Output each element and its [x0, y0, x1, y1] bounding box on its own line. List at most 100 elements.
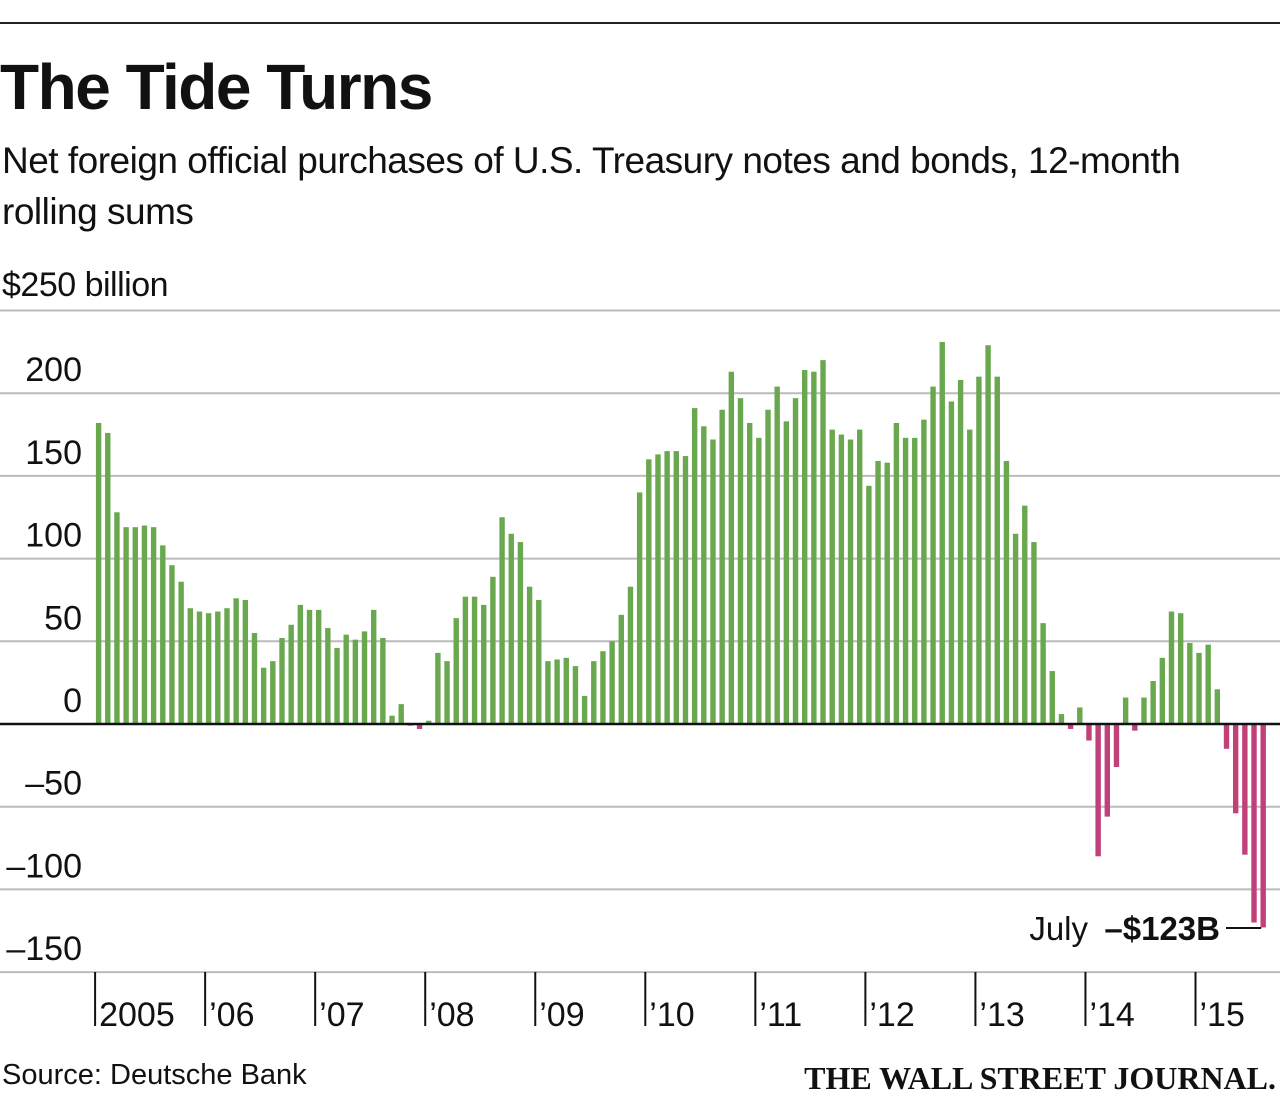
bar	[187, 608, 193, 724]
bar	[233, 598, 239, 724]
bar	[545, 661, 551, 724]
bar	[114, 512, 120, 724]
bar	[169, 565, 175, 724]
bar	[884, 462, 890, 724]
bar	[435, 652, 441, 724]
bar	[994, 376, 1000, 724]
x-axis-labels: 2005 ’06 ’07 ’08 ’09 ’10 ’11 ’12 ’13 ’14 ’15	[99, 996, 1245, 1034]
bar	[838, 434, 845, 724]
bar	[783, 421, 790, 724]
bar	[462, 596, 469, 724]
bar	[260, 667, 267, 724]
annotation-value: –$123B	[1104, 910, 1220, 947]
bar	[930, 386, 936, 724]
bar	[1232, 724, 1239, 814]
bar	[847, 439, 854, 724]
bar	[1168, 611, 1175, 724]
bar	[334, 647, 340, 724]
bar	[1187, 642, 1193, 724]
chart-subtitle: Net foreign official purchases of U.S. T…	[2, 140, 1181, 232]
bar	[811, 371, 817, 724]
bar	[581, 695, 588, 724]
bar	[325, 628, 331, 724]
bar	[499, 517, 505, 724]
bar	[1012, 533, 1019, 724]
bar	[270, 661, 276, 724]
bar	[1067, 724, 1074, 729]
annotation: July –$123B	[1029, 910, 1262, 947]
x-axis	[0, 722, 1280, 1026]
bar	[902, 437, 909, 724]
bar	[1159, 657, 1166, 724]
bar	[829, 429, 835, 724]
bar	[205, 613, 212, 724]
bar	[150, 527, 157, 724]
bar	[416, 724, 423, 729]
bar	[1150, 681, 1156, 724]
bar	[1251, 724, 1257, 923]
bar	[132, 527, 138, 724]
bar	[976, 376, 982, 724]
bar	[1132, 724, 1138, 731]
bar	[1122, 697, 1129, 724]
bar	[1049, 671, 1055, 724]
bar	[1022, 505, 1028, 724]
bar	[893, 422, 900, 724]
bar	[627, 586, 634, 724]
bar	[1031, 542, 1037, 724]
bar	[710, 439, 716, 724]
bar	[178, 581, 184, 724]
annotation-month: July	[1029, 910, 1088, 947]
bar	[1058, 714, 1065, 724]
bar	[251, 633, 258, 724]
y-tick-label: 0	[63, 682, 82, 720]
x-tick-label: 2005	[99, 996, 175, 1034]
bar	[664, 451, 670, 724]
bar	[536, 599, 542, 724]
bar	[1141, 697, 1147, 724]
bar	[123, 527, 129, 724]
y-tick-label: 50	[44, 599, 82, 637]
bar	[1040, 623, 1046, 724]
bar	[673, 451, 680, 724]
bar	[774, 386, 780, 724]
bar	[618, 614, 624, 724]
bar	[508, 533, 514, 724]
y-tick-label: –50	[25, 765, 82, 803]
bar	[141, 525, 148, 724]
bar	[746, 422, 753, 724]
x-tick-label: ’14	[1089, 996, 1134, 1034]
bar	[967, 429, 973, 724]
bar	[646, 459, 652, 724]
top-rule	[0, 22, 1280, 24]
bar	[1214, 689, 1221, 724]
bar	[526, 586, 533, 724]
bar	[389, 715, 395, 724]
bar	[792, 398, 799, 724]
bar	[1077, 707, 1083, 724]
bar	[554, 659, 560, 724]
bar	[453, 618, 459, 724]
bar	[224, 608, 230, 724]
bar	[297, 604, 304, 724]
y-unit-label: $250 billion	[2, 266, 169, 304]
bar	[728, 371, 735, 724]
bar	[315, 609, 322, 724]
x-tick-label: ’13	[979, 996, 1024, 1034]
x-tick-label: ’15	[1200, 996, 1245, 1034]
bar	[563, 657, 569, 724]
bar	[426, 720, 432, 724]
bar	[215, 611, 221, 724]
x-tick-label: ’06	[209, 996, 254, 1034]
bar	[481, 604, 487, 724]
bar	[719, 409, 725, 724]
bar	[857, 429, 863, 724]
bar	[875, 461, 881, 724]
bar	[160, 545, 166, 724]
bar	[1177, 613, 1184, 724]
bar	[572, 666, 579, 724]
bar	[636, 492, 643, 724]
y-tick-label: 150	[25, 434, 82, 472]
bar	[306, 609, 313, 724]
bar	[95, 422, 102, 724]
